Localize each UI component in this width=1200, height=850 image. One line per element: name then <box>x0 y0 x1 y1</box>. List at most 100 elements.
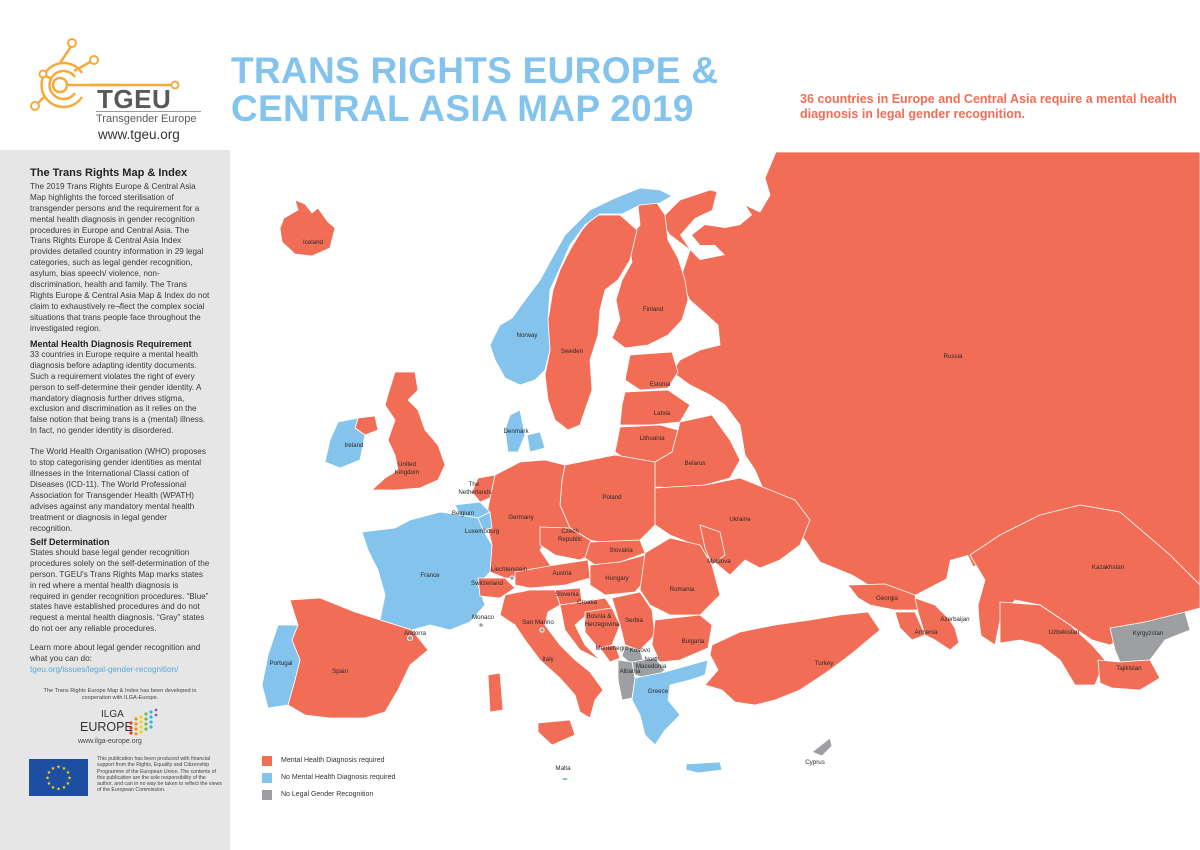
country-liechtenstein[interactable] <box>509 575 515 581</box>
section-heading: Self Determination <box>30 537 110 547</box>
label-finland: Finland <box>643 306 664 313</box>
label-north-macedonia-2: Macedonia <box>636 663 667 670</box>
country-germany[interactable] <box>485 459 571 581</box>
label-croatia: Croatia <box>577 599 598 606</box>
section-body: 33 countries in Europe require a mental … <box>30 349 206 436</box>
label-belgium: Belgium <box>452 510 474 517</box>
europe-map: Iceland Norway Sweden Finland Russia Est… <box>261 151 1200 781</box>
country-estonia[interactable] <box>624 351 679 391</box>
country-bosnia-herzegovina[interactable] <box>584 607 621 649</box>
country-united-kingdom[interactable] <box>371 371 446 491</box>
label-norway: Norway <box>517 332 539 339</box>
ilga-url-link[interactable]: www.ilga-europe.org <box>78 738 142 745</box>
label-albania: Albania <box>620 668 641 675</box>
country-ukraine[interactable] <box>649 477 811 576</box>
label-switzerland: Switzerland <box>471 580 504 587</box>
country-kyrgyzstan[interactable] <box>1109 611 1191 663</box>
label-montenegro: Montenegro <box>595 645 629 652</box>
label-iceland: Iceland <box>303 239 324 246</box>
label-estonia: Estonia <box>650 381 671 388</box>
country-armenia[interactable] <box>894 611 926 641</box>
label-georgia: Georgia <box>876 595 899 602</box>
eu-flag-icon: ★ ★ ★ ★ ★ ★ ★ ★ ★ ★ ★ ★ <box>29 759 88 796</box>
country-netherlands[interactable] <box>471 474 496 503</box>
island-sardinia <box>487 672 504 713</box>
country-greece[interactable] <box>631 659 709 746</box>
ilga-text: ILGA <box>101 709 124 720</box>
label-denmark: Denmark <box>503 428 529 435</box>
logo-subtitle: Transgender Europe <box>96 111 201 125</box>
country-monaco[interactable] <box>478 622 484 628</box>
country-serbia[interactable] <box>611 591 656 651</box>
eu-disclaimer: This publication has been produced with … <box>97 756 222 794</box>
country-georgia[interactable] <box>847 583 921 611</box>
legend-swatch-gray <box>262 789 272 800</box>
learn-more-text: Learn more about legal gender recognitio… <box>30 643 201 664</box>
europe-text: EUROPE <box>80 720 133 734</box>
label-bulgaria: Bulgaria <box>682 638 705 645</box>
label-romania: Romania <box>670 586 695 593</box>
logo-wordmark: TGEU <box>97 84 172 114</box>
label-slovenia: Slovenia <box>555 591 579 598</box>
country-latvia[interactable] <box>619 389 691 426</box>
label-uzbekistan: Uzbekistan <box>1049 629 1080 636</box>
country-malta[interactable] <box>561 777 569 781</box>
country-switzerland[interactable] <box>477 577 516 599</box>
country-moldova[interactable] <box>699 524 726 566</box>
label-serbia: Serbia <box>625 617 643 624</box>
label-turkey: Turkey <box>815 660 835 667</box>
title-line-2: CENTRAL ASIA MAP 2019 <box>231 88 694 129</box>
country-tajikistan[interactable] <box>1097 659 1161 691</box>
logo-url-link[interactable]: www.tgeu.org <box>98 127 180 142</box>
svg-text:★: ★ <box>45 776 50 782</box>
label-azerbaijan: Azerbaijan <box>940 616 970 623</box>
svg-text:★: ★ <box>62 785 67 791</box>
section-heading: The Trans Rights Map & Index <box>30 167 188 179</box>
label-cyprus: Cyprus <box>805 759 825 766</box>
country-italy[interactable] <box>499 589 604 719</box>
label-latvia: Latvia <box>654 410 671 417</box>
eu-stars-icon: ★ ★★★ ★★★★ ★★★★ <box>45 765 72 793</box>
svg-text:★: ★ <box>66 770 71 776</box>
island-zealand <box>526 431 546 453</box>
label-armenia: Armenia <box>914 629 938 636</box>
label-netherlands-2: Netherlands <box>458 489 491 496</box>
label-ukraine: Ukraine <box>729 516 751 523</box>
country-portugal[interactable] <box>261 624 301 709</box>
section-heading: Mental Health Diagnosis Requirement <box>30 339 192 349</box>
label-france: France <box>420 572 440 579</box>
logo-line <box>90 80 180 90</box>
country-andorra[interactable] <box>406 635 413 642</box>
legend-swatch-red <box>262 755 272 766</box>
country-turkey[interactable] <box>704 611 881 706</box>
country-uzbekistan[interactable] <box>999 601 1106 686</box>
label-bosnia-2: Herzegovina <box>585 621 620 628</box>
label-belarus: Belarus <box>685 460 706 467</box>
label-monaco: Monaco <box>472 614 495 621</box>
country-austria[interactable] <box>514 559 591 589</box>
label-sweden: Sweden <box>561 348 584 355</box>
country-norway[interactable] <box>489 187 673 386</box>
country-azerbaijan[interactable] <box>914 597 963 651</box>
label-ireland: Ireland <box>345 442 364 449</box>
island-sicily <box>537 719 576 746</box>
svg-text:★: ★ <box>51 785 56 791</box>
country-romania[interactable] <box>639 537 721 616</box>
country-croatia[interactable] <box>559 597 613 661</box>
label-luxembourg: Luxembourg <box>465 528 500 535</box>
country-cyprus[interactable] <box>811 737 833 757</box>
country-san-marino[interactable] <box>539 627 545 633</box>
country-montenegro[interactable] <box>599 644 621 663</box>
country-iceland[interactable] <box>279 199 336 257</box>
label-kazakhstan: Kazakhstan <box>1092 564 1125 571</box>
ilga-europe-logo: ILGA EUROPE <box>80 708 160 741</box>
country-bulgaria[interactable] <box>651 614 713 663</box>
country-ireland[interactable] <box>324 417 366 469</box>
country-sweden[interactable] <box>544 214 638 431</box>
legend-item-no-recognition: No Legal Gender Recognition <box>262 786 395 803</box>
section-body: States should base legal gender recognit… <box>30 547 210 634</box>
country-denmark[interactable] <box>504 409 526 453</box>
label-portugal: Portugal <box>269 660 292 667</box>
label-italy: Italy <box>542 656 554 663</box>
lgr-link[interactable]: tgeu.org/issues/legal-gender-recognition… <box>30 664 179 674</box>
